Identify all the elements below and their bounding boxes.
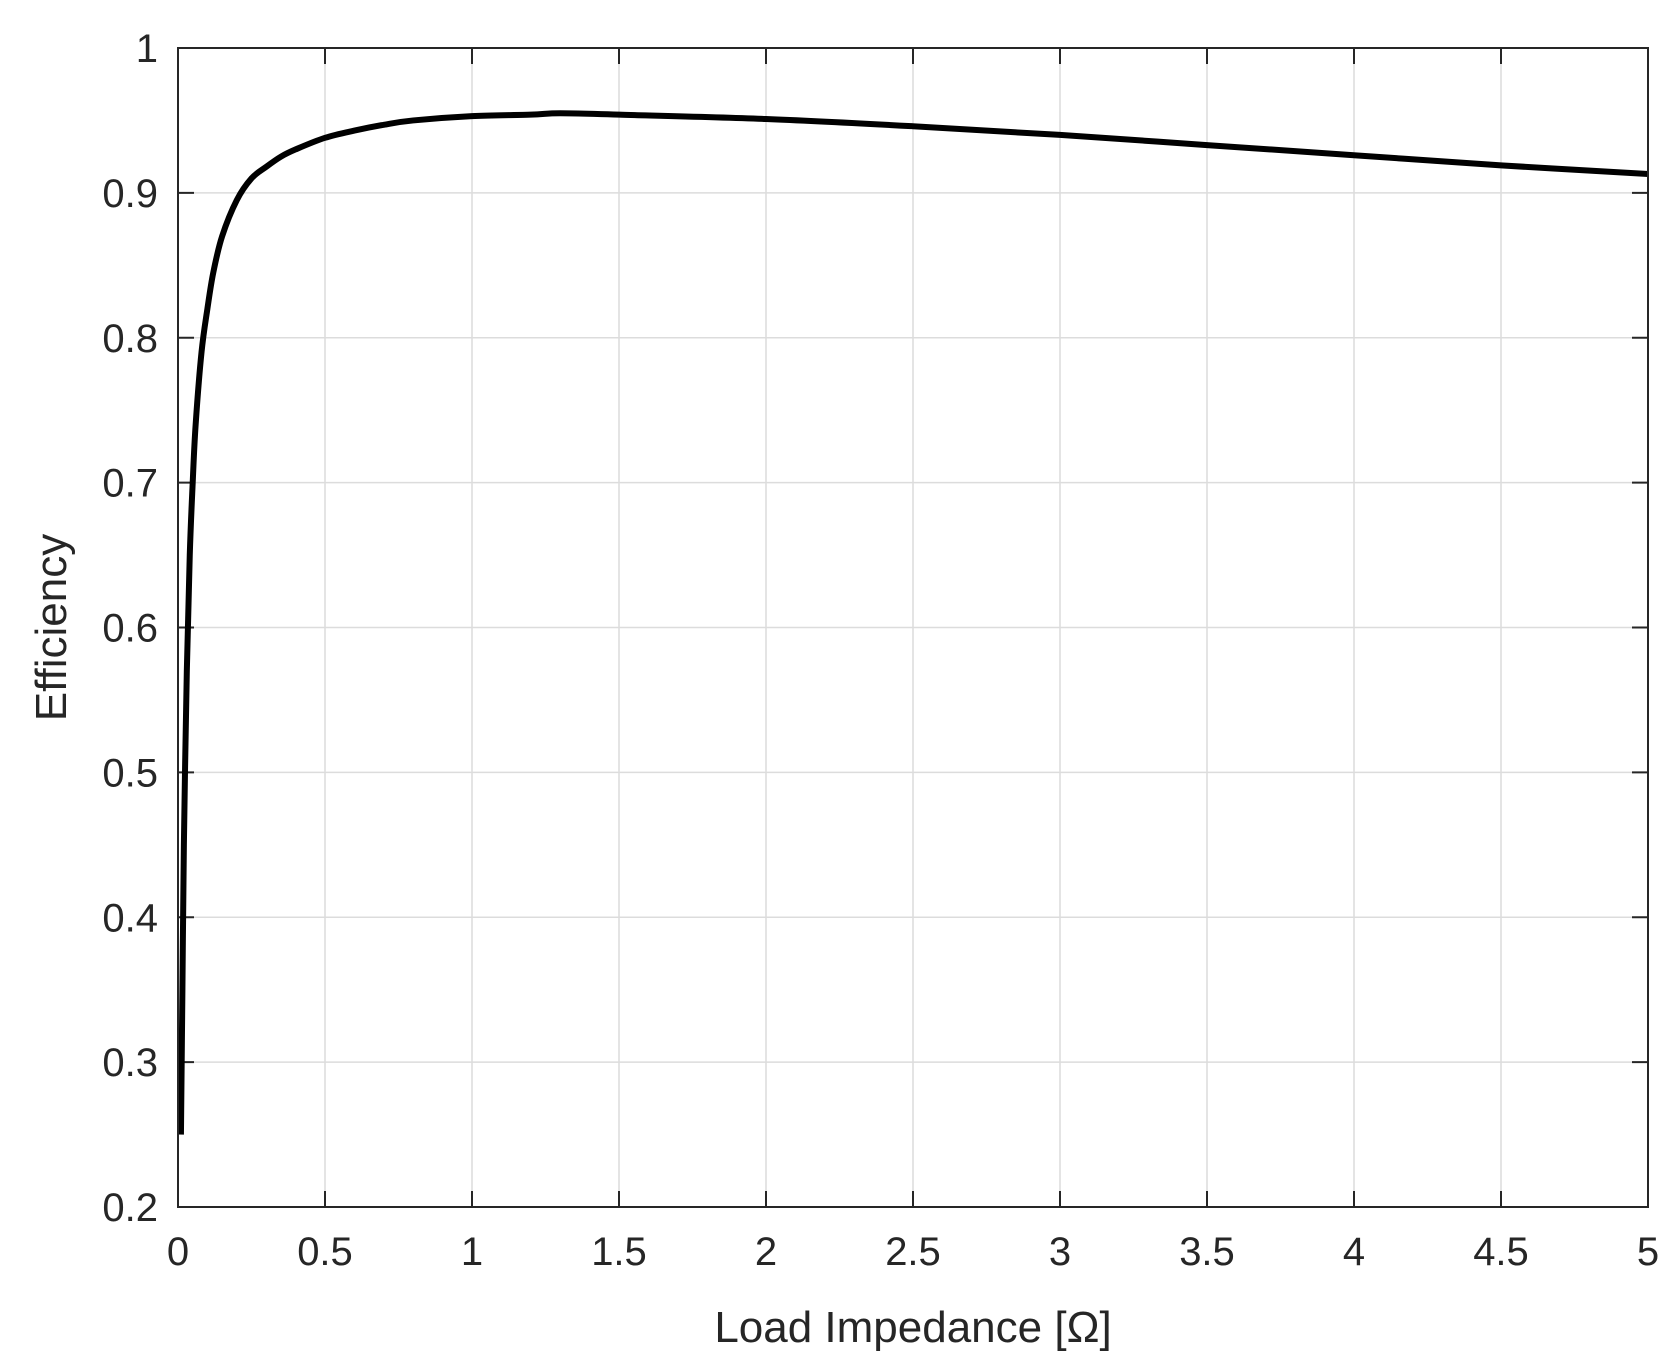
x-tick-label: 4 (1343, 1230, 1365, 1274)
y-axis-label: Efficiency (27, 534, 76, 722)
series-layer (177, 110, 1649, 1135)
y-tick-label: 0.6 (102, 607, 158, 651)
x-tick-label: 0.5 (297, 1230, 353, 1274)
x-tick-label: 2 (755, 1230, 777, 1274)
y-tick-labels: 0.2 0.3 0.4 0.5 0.6 0.7 0.8 0.9 1 (102, 27, 158, 1230)
y-tick-label: 1 (136, 27, 158, 71)
y-tick-label: 0.8 (102, 317, 158, 361)
x-axis-label: Load Impedance [Ω] (714, 1303, 1111, 1352)
plot-area-frame (177, 47, 1649, 1208)
y-tick-label: 0.5 (102, 751, 158, 795)
x-tick-label: 4.5 (1473, 1230, 1529, 1274)
y-tick-label: 0.2 (102, 1186, 158, 1230)
x-tick-labels: 0 0.5 1 1.5 2 2.5 3 3.5 4 4.5 5 (167, 1230, 1659, 1274)
x-tick-label: 1.5 (591, 1230, 647, 1274)
y-tick-label: 0.3 (102, 1041, 158, 1085)
x-tick-label: 3.5 (1179, 1230, 1235, 1274)
x-tick-label: 3 (1049, 1230, 1071, 1274)
x-tick-label: 0 (167, 1230, 189, 1274)
x-tick-label: 1 (461, 1230, 483, 1274)
y-tick-label: 0.7 (102, 462, 158, 506)
y-tick-label: 0.4 (102, 896, 158, 940)
y-tick-label: 0.9 (102, 172, 158, 216)
x-tick-label: 2.5 (885, 1230, 941, 1274)
x-tick-label: 5 (1637, 1230, 1659, 1274)
efficiency-series-line (177, 110, 1649, 1135)
